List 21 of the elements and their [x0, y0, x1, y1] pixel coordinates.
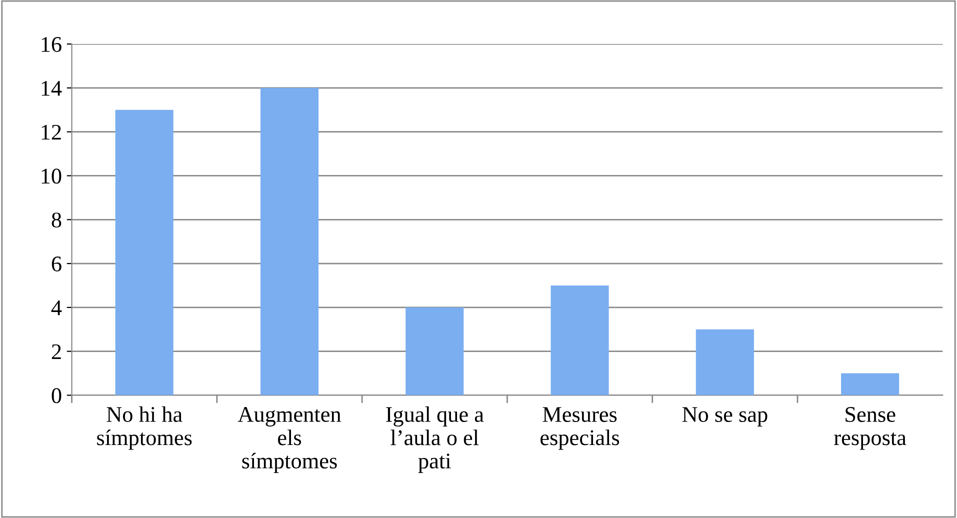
x-tick-label: Augmenten els símptomes [238, 407, 341, 474]
y-tick-label: 12 [42, 124, 61, 140]
y-tick-label: 8 [52, 212, 62, 228]
y-tick-label: 14 [42, 80, 62, 96]
x-tick-label: No hi ha símptomes [97, 406, 192, 450]
bar [115, 110, 174, 396]
x-tick-label: No se sap [682, 407, 768, 426]
y-tick-label: 6 [52, 256, 62, 272]
x-tick-label: Mesures especials [540, 407, 620, 450]
bar [841, 373, 900, 396]
y-tick-label: 10 [42, 168, 62, 184]
bar [406, 307, 464, 396]
bar [550, 285, 609, 396]
y-tick-label: 0 [52, 388, 62, 404]
x-tick-label: Sense resposta [834, 407, 906, 450]
bar [260, 88, 319, 396]
bar [696, 329, 754, 396]
x-tick-label: Igual que a l’aula o el pati [386, 406, 484, 474]
y-tick-label: 16 [42, 37, 62, 52]
y-tick-label: 4 [51, 300, 62, 316]
y-tick-label: 2 [52, 344, 61, 360]
